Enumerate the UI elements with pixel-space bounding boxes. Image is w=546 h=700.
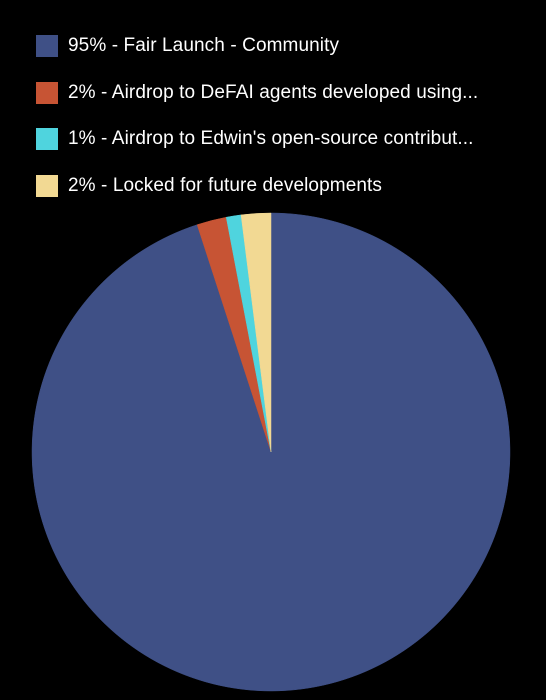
legend-swatch-fair-launch: [36, 35, 58, 57]
legend-swatch-contributors-airdrop: [36, 128, 58, 150]
legend-item-contributors-airdrop: 1% - Airdrop to Edwin's open-source cont…: [36, 127, 516, 151]
legend-item-defai-airdrop: 2% - Airdrop to DeFAI agents developed u…: [36, 81, 516, 105]
pie-slice-locked: [240, 212, 272, 453]
legend-swatch-locked: [36, 174, 58, 197]
chart-legend: 95% - Fair Launch - Community 2% - Airdr…: [36, 34, 516, 220]
legend-item-fair-launch: 95% - Fair Launch - Community: [36, 34, 516, 58]
legend-item-locked: 2% - Locked for future developments: [36, 174, 516, 198]
pie-slices: [31, 212, 511, 692]
legend-swatch-defai-airdrop: [36, 81, 58, 104]
